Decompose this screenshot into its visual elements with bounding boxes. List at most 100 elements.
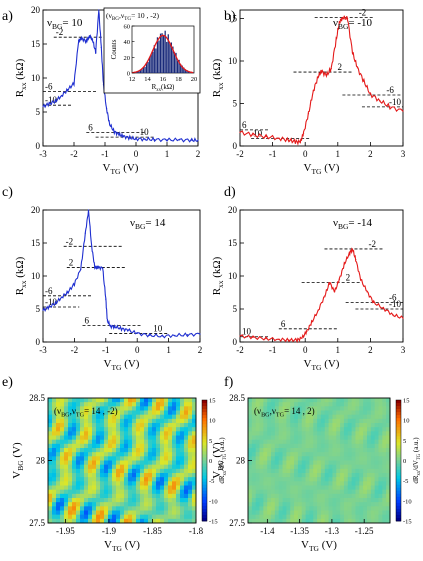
- heatmap-cell: [112, 473, 117, 478]
- heatmap-cell: [120, 481, 125, 486]
- histogram-bar: [161, 33, 163, 73]
- heatmap-cell: [297, 406, 303, 411]
- heatmap-cell: [320, 452, 326, 457]
- heatmap-cell: [96, 506, 101, 511]
- heatmap-cell: [172, 489, 177, 495]
- heatmap-cell: [168, 498, 173, 503]
- heatmap-cell: [128, 477, 133, 482]
- heatmap-cell: [84, 402, 89, 407]
- data-point: [105, 108, 108, 110]
- heatmap-cell: [136, 435, 141, 441]
- heatmap-cell: [116, 414, 121, 420]
- heatmap-cell: [382, 427, 387, 432]
- heatmap-cell: [297, 506, 303, 511]
- heatmap-cell: [305, 481, 310, 486]
- x-tick-label: 3: [401, 345, 406, 355]
- heatmap-cell: [248, 477, 253, 482]
- heatmap-cell: [359, 456, 364, 461]
- data-point: [161, 335, 163, 337]
- heatmap-cell: [355, 406, 360, 411]
- heatmap-cell: [271, 414, 276, 420]
- heatmap-cell: [332, 464, 337, 470]
- heatmap-cell: [168, 418, 173, 424]
- heatmap-cell: [148, 423, 153, 428]
- heatmap-cell: [332, 456, 337, 461]
- heatmap-cell: [363, 502, 368, 507]
- colorbar-segment: [202, 472, 207, 477]
- heatmap-cell: [76, 456, 81, 461]
- heatmap-cell: [152, 410, 157, 416]
- heatmap-cell: [140, 464, 145, 470]
- histogram-bar: [147, 62, 149, 73]
- heatmap-cell: [136, 464, 141, 470]
- heatmap-cell: [328, 481, 333, 486]
- heatmap-cell: [164, 468, 169, 474]
- data-point: [343, 263, 345, 265]
- histogram-bar: [152, 51, 154, 73]
- heatmap-cell: [80, 493, 85, 499]
- heatmap-cell: [184, 452, 189, 457]
- heatmap-cell: [282, 489, 287, 495]
- heatmap-cell: [313, 431, 318, 436]
- heatmap-cell: [378, 493, 383, 499]
- heatmap-cell: [278, 489, 283, 495]
- heatmap-cell: [160, 464, 165, 470]
- heatmap-cell: [136, 456, 141, 461]
- heatmap-cell: [144, 481, 149, 486]
- heatmap-cell: [351, 464, 356, 470]
- x-tick-label: -1.3: [325, 526, 340, 536]
- heatmap-cell: [366, 439, 372, 445]
- heatmap-cell: [168, 435, 173, 441]
- heatmap-cell: [96, 443, 101, 449]
- heatmap-cell: [160, 468, 165, 474]
- data-point: [94, 266, 96, 269]
- y-axis-title: Rxx (kΩ): [14, 256, 28, 295]
- heatmap-cell: [332, 485, 337, 491]
- heatmap-cell: [136, 481, 141, 486]
- heatmap-cell: [343, 489, 349, 495]
- heatmap-cell: [263, 477, 268, 482]
- heatmap-cell: [128, 410, 133, 416]
- heatmap-cell: [259, 431, 264, 436]
- heatmap-cell: [386, 423, 391, 428]
- heatmap-cell: [317, 423, 322, 428]
- heatmap-cell: [156, 452, 161, 457]
- heatmap-cell: [386, 477, 391, 482]
- heatmap-cell: [184, 448, 189, 453]
- heatmap-cell: [76, 435, 81, 441]
- heatmap-cell: [286, 460, 291, 466]
- data-point: [278, 338, 280, 340]
- heatmap-cell: [363, 464, 368, 470]
- heatmap-cell: [100, 448, 105, 453]
- x-tick-label: -1.9: [102, 526, 117, 536]
- heatmap-cell: [282, 460, 287, 466]
- heatmap-cell: [148, 427, 153, 432]
- x-tick-label: -1.85: [143, 526, 162, 536]
- heatmap-cell: [124, 485, 129, 491]
- heatmap-cell: [336, 468, 341, 474]
- heatmap-cell: [120, 427, 125, 432]
- heatmap-cell: [152, 514, 157, 520]
- heatmap-cell: [68, 398, 73, 403]
- histogram-bar: [159, 33, 162, 73]
- heatmap-cell: [267, 464, 272, 470]
- heatmap-cell: [68, 418, 73, 424]
- heatmap-cell: [355, 518, 360, 524]
- heatmap-cell: [104, 510, 109, 516]
- heatmap-cell: [263, 485, 268, 491]
- heatmap-cell: [136, 460, 141, 466]
- heatmap-cell: [120, 502, 125, 507]
- heatmap-cell: [84, 435, 89, 441]
- heatmap-cell: [68, 477, 73, 482]
- heatmap-cell: [251, 514, 257, 520]
- heatmap-annotation-part: ,ν: [70, 406, 76, 416]
- heatmap-cell: [84, 502, 89, 507]
- heatmap-cell: [152, 452, 157, 457]
- colorbar-title-part: TG: [417, 453, 422, 460]
- data-point: [91, 245, 93, 247]
- heatmap-cell: [259, 410, 264, 416]
- heatmap-cell: [144, 477, 149, 482]
- heatmap-cell: [120, 510, 125, 516]
- plateau-label: -6: [386, 85, 394, 95]
